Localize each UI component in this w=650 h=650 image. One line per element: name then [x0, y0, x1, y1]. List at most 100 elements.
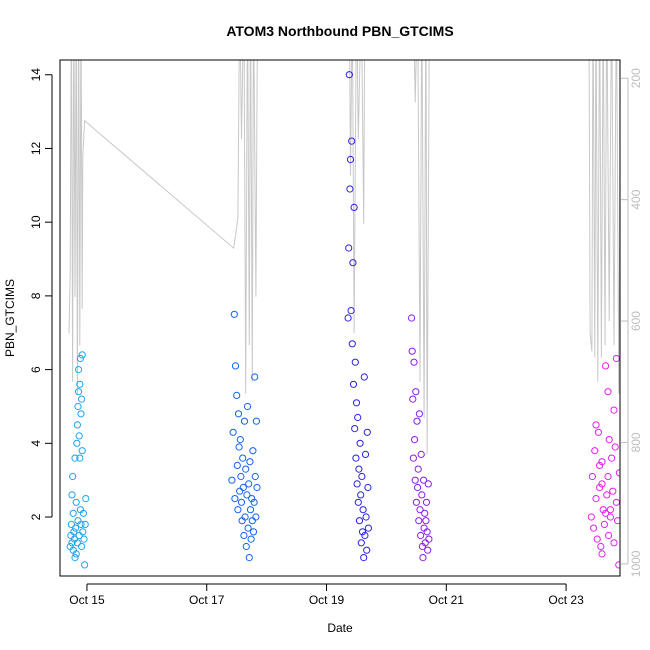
data-point: [359, 506, 367, 514]
x-tick-label: Oct 17: [189, 593, 225, 607]
data-point: [605, 531, 613, 540]
data-point: [351, 358, 359, 366]
data-point: [588, 472, 597, 481]
y-tick-label: 10: [29, 215, 43, 229]
data-point: [409, 454, 417, 462]
data-point: [598, 458, 606, 466]
data-point: [69, 472, 77, 481]
data-point: [360, 554, 368, 562]
data-point: [71, 554, 79, 562]
data-point: [251, 472, 259, 481]
x-tick-label: Oct 21: [429, 593, 465, 607]
data-point: [246, 458, 254, 466]
data-point: [599, 506, 607, 514]
data-point: [604, 388, 612, 396]
data-point: [363, 428, 371, 436]
data-point: [357, 491, 365, 499]
data-point: [248, 495, 256, 503]
data-point: [246, 506, 255, 514]
data-point: [348, 340, 356, 348]
data-point: [352, 454, 360, 462]
data-point: [361, 450, 370, 458]
data-point: [235, 443, 243, 451]
data-point: [591, 447, 599, 455]
data-point: [237, 472, 245, 481]
data-point: [351, 425, 359, 433]
data-point: [422, 517, 430, 525]
data-point: [610, 406, 618, 414]
data-point: [360, 373, 368, 381]
data-point: [73, 421, 82, 429]
right-tick-label: 200: [629, 68, 643, 88]
data-point: [231, 495, 239, 503]
data-point: [349, 259, 357, 267]
data-point: [364, 483, 372, 492]
data-point: [78, 351, 86, 359]
data-point: [249, 528, 258, 536]
data-point: [78, 542, 86, 551]
data-point: [73, 539, 82, 547]
data-point: [604, 472, 612, 481]
data-point: [248, 517, 256, 525]
data-point: [234, 506, 242, 514]
data-point: [228, 476, 236, 484]
data-point: [72, 524, 80, 532]
data-point: [602, 509, 610, 517]
data-point: [412, 498, 420, 506]
data-point: [245, 554, 253, 562]
data-point: [67, 520, 76, 529]
data-point: [76, 454, 84, 462]
data-point: [592, 421, 600, 429]
data-point: [78, 395, 86, 403]
data-point: [417, 450, 425, 458]
data-point: [349, 380, 358, 388]
data-point: [253, 483, 261, 492]
data-point: [81, 561, 89, 569]
data-point: [611, 443, 619, 451]
data-point: [415, 410, 423, 418]
data-point: [612, 498, 620, 506]
data-point: [346, 155, 355, 164]
y-tick-label: 6: [29, 366, 43, 373]
data-point: [424, 546, 432, 554]
data-point: [587, 513, 595, 521]
data-point: [240, 531, 248, 540]
data-point: [80, 535, 88, 543]
data-point: [606, 506, 615, 514]
data-point: [76, 354, 85, 363]
data-point: [237, 498, 246, 506]
data-point: [242, 542, 250, 551]
data-point: [353, 480, 361, 488]
y-tick-label: 4: [29, 440, 43, 447]
data-point: [77, 410, 85, 418]
right-tick-label: 800: [629, 432, 643, 452]
data-point: [229, 428, 237, 436]
data-point: [425, 535, 433, 543]
x-tick-label: Oct 23: [548, 593, 584, 607]
data-point: [600, 520, 609, 529]
series-2: [228, 310, 261, 562]
x-axis-label: Date: [327, 621, 353, 635]
data-point: [68, 539, 76, 547]
data-point: [355, 517, 364, 525]
data-point: [72, 498, 80, 506]
data-point: [417, 531, 425, 540]
data-point: [361, 531, 369, 540]
data-point: [73, 439, 81, 447]
right-tick-label: 400: [629, 189, 643, 209]
data-point: [356, 439, 364, 447]
data-point: [415, 517, 423, 525]
data-point: [247, 535, 255, 543]
data-point: [411, 476, 419, 484]
right-tick-label: 1000: [629, 550, 643, 577]
data-point: [414, 465, 422, 473]
data-point: [614, 517, 620, 525]
data-point: [414, 483, 422, 492]
data-point: [348, 137, 356, 145]
series-1: [66, 351, 90, 569]
data-point: [598, 480, 606, 488]
series-4: [408, 314, 433, 562]
data-point: [615, 561, 620, 569]
data-point: [358, 528, 367, 536]
data-point: [421, 539, 429, 547]
